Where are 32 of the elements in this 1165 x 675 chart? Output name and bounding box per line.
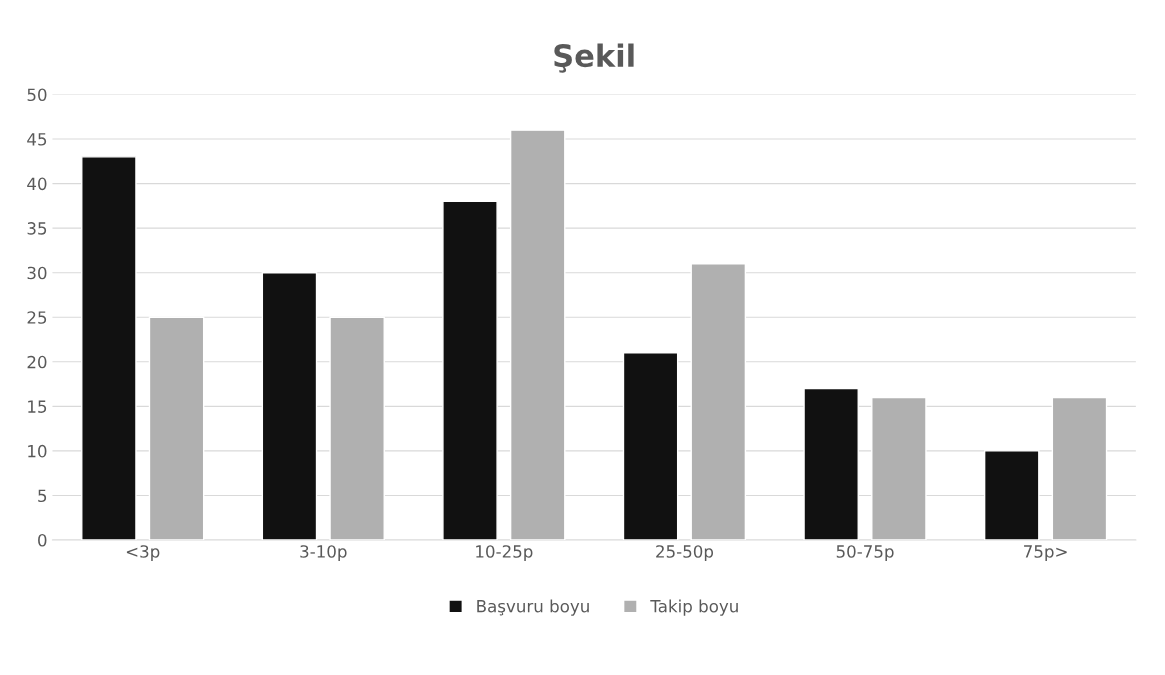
- y-tick-label: 50: [27, 88, 47, 102]
- y-tick-label: 5: [38, 489, 47, 503]
- bar: [622, 352, 679, 540]
- chart-title: Şekil: [554, 43, 634, 73]
- y-tick-label: 40: [27, 177, 47, 191]
- y-tick-label: 10: [28, 444, 47, 458]
- bar: [81, 156, 137, 540]
- bar: [509, 129, 566, 540]
- bar: [148, 316, 205, 540]
- bar: [329, 316, 385, 540]
- bar: [690, 263, 747, 540]
- x-tick-label: 25-50p: [656, 545, 714, 561]
- x-tick-label: 10-25p: [476, 545, 533, 561]
- bar: [803, 387, 859, 540]
- y-tick-label: 35: [27, 222, 47, 235]
- bar: [261, 272, 318, 540]
- x-tick-label: 75p>: [1024, 545, 1067, 561]
- x-tick-label: 50-75p: [836, 545, 894, 561]
- bar: [442, 200, 498, 540]
- y-tick-label: 25: [27, 311, 47, 324]
- y-tick-label: 15: [28, 400, 47, 413]
- y-tick-label: 45: [27, 133, 47, 146]
- bar: [1051, 396, 1108, 540]
- legend-label: Takip boyu: [650, 599, 738, 616]
- bar: [983, 450, 1040, 540]
- y-tick-label: 20: [27, 355, 47, 369]
- x-tick-label: <3p: [126, 545, 160, 561]
- x-tick-label: 3-10p: [300, 545, 347, 561]
- y-tick-label: 0: [38, 533, 47, 547]
- y-tick-label: 30: [27, 266, 47, 280]
- legend-label: Başvuru boyu: [477, 599, 589, 616]
- bar: [871, 396, 927, 540]
